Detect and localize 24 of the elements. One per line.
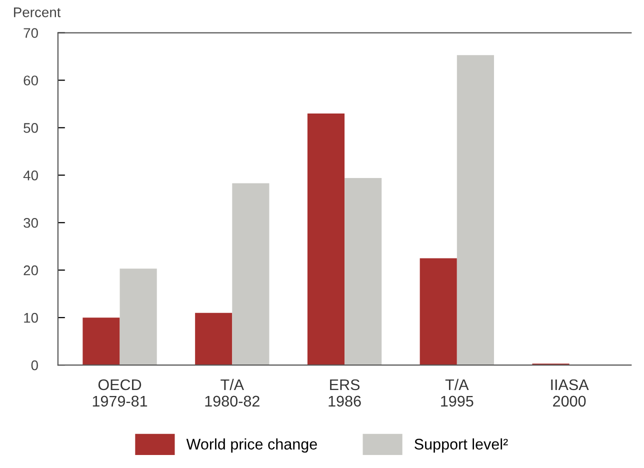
- x-tick-label: OECD 1979-81: [92, 379, 148, 407]
- y-tick-label: 10: [24, 312, 38, 323]
- bar: [344, 178, 382, 366]
- y-tick-label: 70: [24, 28, 38, 38]
- x-tick-label: ERS 1986: [328, 379, 361, 407]
- y-tick-label: 60: [24, 76, 38, 86]
- y-tick-label: 40: [23, 170, 38, 180]
- bar: [420, 258, 457, 366]
- bar: [232, 183, 270, 366]
- bar: [120, 268, 157, 366]
- y-axis-title: Percent: [14, 8, 61, 18]
- bar: [82, 318, 120, 366]
- y-tick-label: 20: [24, 265, 38, 276]
- x-tick-label: IIASA 2000: [551, 379, 589, 407]
- y-tick-label: 0: [31, 360, 38, 370]
- bar: [195, 312, 232, 366]
- x-tick-label: T/A 1980-82: [205, 378, 260, 407]
- y-tick-label: 30: [24, 218, 38, 228]
- y-tick-label: 50: [24, 123, 38, 133]
- x-tick-label: T/A 1995: [441, 378, 474, 407]
- legend-label: World price change: [186, 438, 317, 453]
- bar: [307, 113, 345, 366]
- legend-label: Support level²: [414, 438, 508, 453]
- bar: [456, 55, 494, 366]
